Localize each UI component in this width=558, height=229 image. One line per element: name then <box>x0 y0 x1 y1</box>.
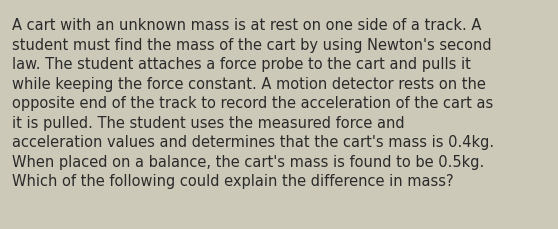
Text: A cart with an unknown mass is at rest on one side of a track. A
student must fi: A cart with an unknown mass is at rest o… <box>12 18 494 189</box>
